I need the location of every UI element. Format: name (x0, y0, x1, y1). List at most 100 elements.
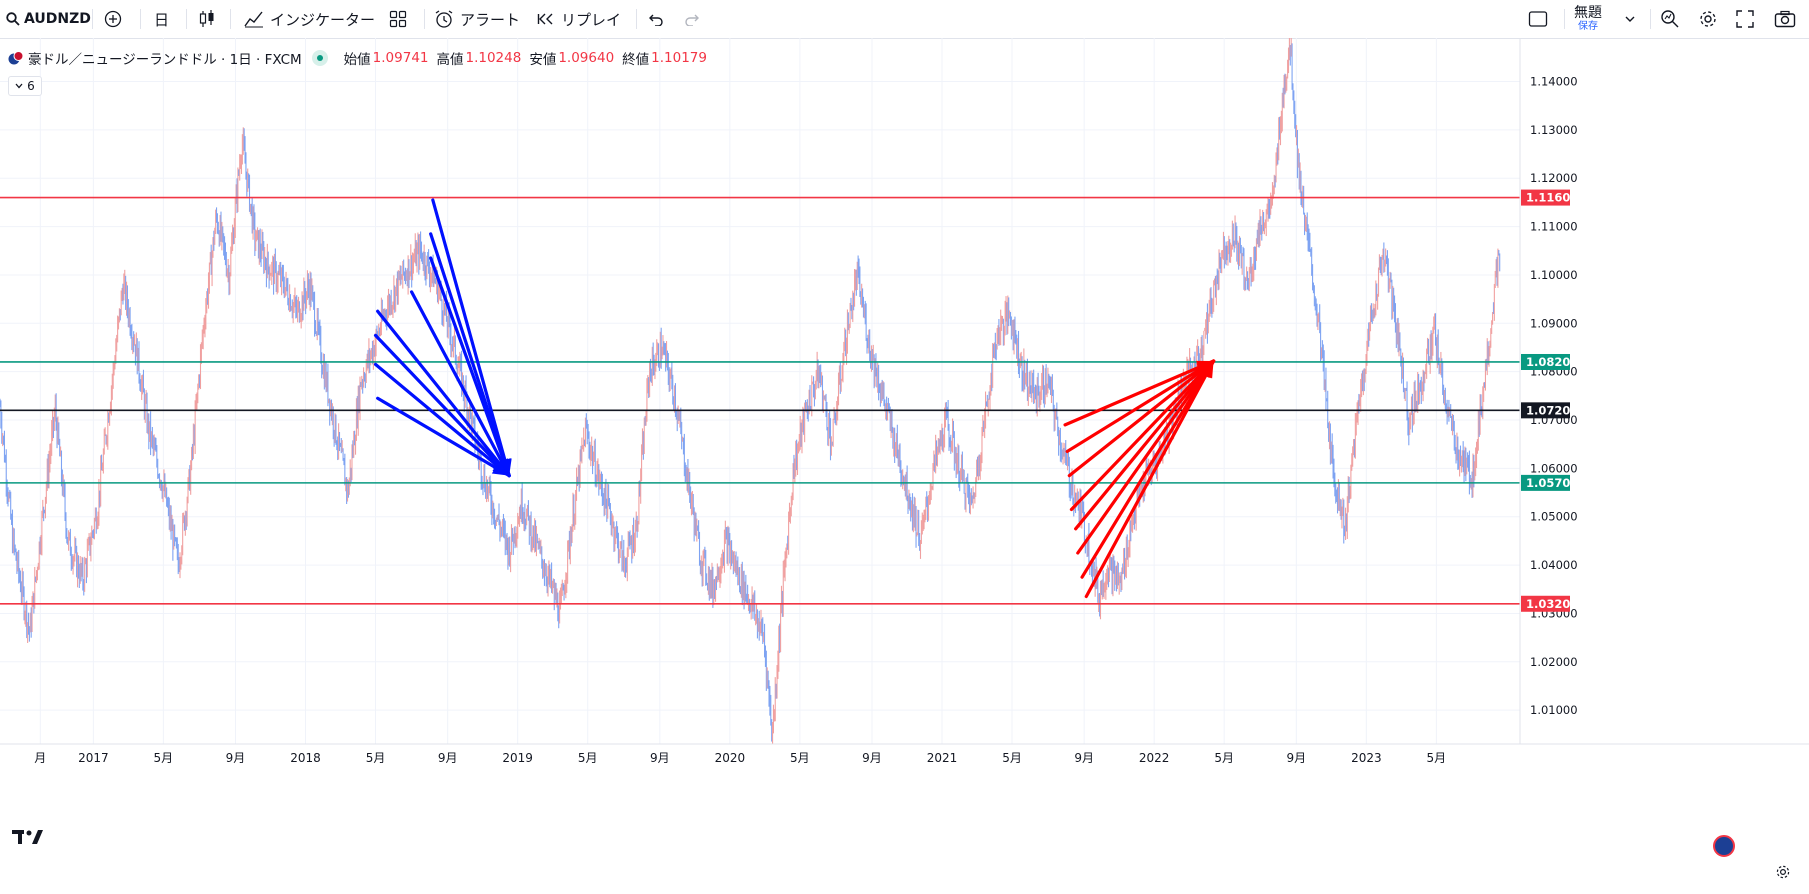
price-tick-label: 1.10000 (1530, 268, 1578, 282)
time-tick-label: 9月 (226, 751, 246, 765)
indicators-label: インジケーター (270, 10, 376, 29)
time-tick-label: 2023 (1351, 751, 1382, 765)
low-value: 1.09640 (558, 50, 615, 66)
open-value: 1.09741 (372, 50, 429, 66)
replay-label: リプレイ (561, 10, 622, 29)
red-arrow (1069, 359, 1216, 512)
high-label: 高値 (436, 52, 464, 68)
layout-icon (1528, 11, 1548, 27)
layout-menu-button[interactable] (1624, 0, 1636, 38)
price-line-label: 1.08200 (1526, 355, 1578, 369)
toolbar-divider (1564, 9, 1565, 29)
gear-icon (1700, 11, 1716, 27)
fullscreen-button[interactable] (1736, 0, 1754, 38)
save-label: 保存 (1578, 21, 1598, 33)
undo-icon (649, 14, 663, 26)
layout-select-button[interactable] (1528, 0, 1548, 38)
gear-icon (1776, 865, 1790, 879)
plus-circle-icon (104, 10, 122, 28)
quick-search-button[interactable] (1660, 0, 1680, 38)
red-arrow-group (1063, 359, 1216, 599)
time-tick-label: 9月 (438, 751, 458, 765)
scale-settings-button[interactable] (1775, 864, 1791, 884)
rewind-icon (537, 13, 553, 25)
red-arrow (1065, 359, 1216, 454)
time-tick-label: 9月 (1074, 751, 1094, 765)
grid-icon (389, 10, 407, 28)
candles (0, 38, 1501, 744)
layout-name[interactable]: 無題 保存 (1574, 0, 1602, 38)
red-arrow-head (1199, 361, 1214, 379)
price-line-label-bg (1521, 474, 1570, 491)
blue-arrow (409, 290, 511, 478)
toolbar-divider (140, 9, 141, 29)
undo-button[interactable] (646, 0, 664, 38)
time-tick-label: 月 (34, 751, 46, 765)
grid-lines (0, 38, 1520, 744)
price-tick-label: 1.05000 (1530, 510, 1578, 524)
price-line-label: 1.07200 (1526, 403, 1578, 417)
price-tick-label: 1.13000 (1530, 123, 1578, 137)
blue-arrow (373, 333, 511, 478)
market-status-icon[interactable] (311, 50, 328, 66)
camera-icon (1774, 10, 1796, 28)
time-tick-label: 5月 (1214, 751, 1234, 765)
search-icon (6, 12, 20, 26)
time-tick-label: 2021 (927, 751, 958, 765)
account-flag-icon[interactable] (1713, 835, 1735, 857)
blue-arrow (429, 256, 511, 478)
open-label: 始値 (343, 52, 371, 68)
indicators-button[interactable]: インジケーター (244, 0, 375, 38)
interval-label: 日 (154, 10, 170, 29)
price-tick-label: 1.12000 (1530, 171, 1578, 185)
currency-pair-icon (8, 51, 24, 65)
price-chart[interactable]: 1.010001.020001.030001.040001.050001.060… (0, 38, 1809, 894)
price-line-label: 1.05700 (1526, 476, 1578, 490)
interval-button[interactable]: 日 (154, 0, 169, 38)
toolbar-divider (424, 9, 425, 29)
zoom-search-icon (1661, 10, 1679, 28)
price-line-label: 1.03200 (1526, 597, 1578, 611)
time-tick-label: 5月 (1002, 751, 1022, 765)
red-arrow (1076, 359, 1216, 555)
alarm-clock-icon (435, 10, 453, 28)
time-tick-label: 2018 (290, 751, 321, 765)
time-tick-label: 2017 (78, 751, 109, 765)
symbol-label: AUDNZD (24, 11, 91, 27)
blue-arrow (373, 362, 511, 478)
alert-label: アラート (460, 10, 521, 29)
price-tick-label: 1.14000 (1530, 75, 1578, 89)
replay-button[interactable]: リプレイ (537, 0, 621, 38)
price-line-label: 1.11600 (1526, 191, 1578, 205)
settings-button[interactable] (1698, 0, 1718, 38)
indicators-collapse-button[interactable]: 6 (8, 76, 42, 96)
redo-icon (685, 14, 699, 26)
fullscreen-icon (1736, 10, 1754, 28)
price-tick-label: 1.11000 (1530, 220, 1578, 234)
toolbar-divider (92, 9, 93, 29)
templates-button[interactable] (389, 0, 407, 38)
chart-legend: 豪ドル／ニュージーランドドル · 1日 · FXCM 始値 1.09741 高値 1… (8, 48, 715, 68)
price-tick-label: 1.02000 (1530, 655, 1578, 669)
red-arrow (1063, 359, 1216, 427)
blue-arrow (376, 396, 511, 478)
time-tick-label: 9月 (1287, 751, 1307, 765)
chevron-down-icon (15, 83, 23, 89)
compare-button[interactable] (104, 0, 122, 38)
legend-title: 豪ドル／ニュージーランドドル · 1日 · FXCM (28, 52, 302, 68)
chart-type-button[interactable] (198, 0, 216, 38)
price-tick-label: 1.06000 (1530, 461, 1578, 475)
time-tick-label: 5月 (790, 751, 810, 765)
redo-button[interactable] (684, 0, 702, 38)
collapse-count: 6 (27, 79, 35, 93)
alert-button[interactable]: アラート (434, 0, 520, 38)
toolbar-divider (186, 9, 187, 29)
price-tick-label: 1.01000 (1530, 703, 1578, 717)
close-value: 1.10179 (651, 50, 707, 66)
indicators-icon (244, 11, 263, 28)
time-tick-label: 2022 (1139, 751, 1170, 765)
symbol-search[interactable]: AUDNZD (6, 0, 91, 38)
snapshot-button[interactable] (1774, 0, 1796, 38)
time-tick-label: 9月 (862, 751, 882, 765)
toolbar-divider (1650, 9, 1651, 29)
